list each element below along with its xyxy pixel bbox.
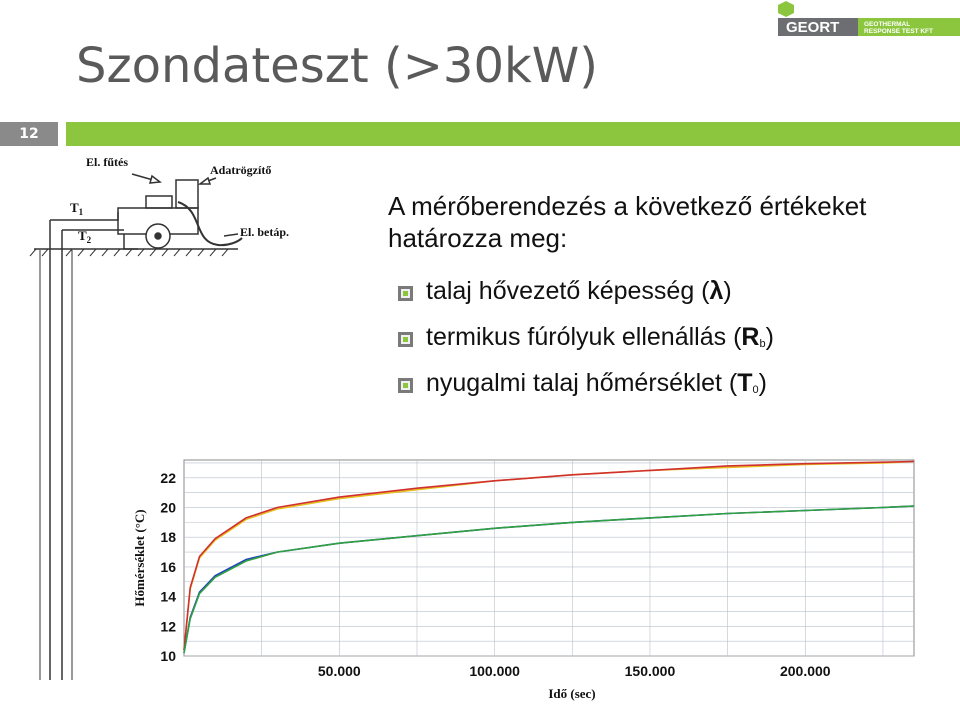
y-tick-label: 22 <box>160 470 176 486</box>
bullet-marker-icon <box>398 378 413 393</box>
bullet-close: ) <box>758 369 767 397</box>
bullet-symbol: R <box>741 323 760 351</box>
x-tick-label: 50.000 <box>318 663 361 679</box>
logo-brand: GEORT <box>786 19 839 36</box>
bullet-close: ) <box>723 277 732 305</box>
bullet-item: nyugalmi talaj hőmérséklet (T0) <box>396 366 936 412</box>
chart-grid <box>184 460 914 657</box>
intro-text: A mérőberendezés a következő értékeket h… <box>388 191 867 253</box>
page-number: 12 <box>0 122 58 146</box>
t2-label: T2 <box>78 228 92 245</box>
bullet-text: nyugalmi talaj hőmérséklet ( <box>426 369 738 397</box>
y-tick-label: 10 <box>160 648 176 664</box>
bullet-item: talaj hővezető képesség (λ) <box>396 274 936 320</box>
x-axis-label: Idő (sec) <box>548 686 595 701</box>
bullet-subscript: b <box>759 338 766 350</box>
bullet-marker-icon <box>398 286 413 301</box>
chart-series <box>183 460 915 654</box>
series-line-4 <box>183 505 915 654</box>
bullet-item: termikus fúrólyuk ellenállás (Rb) <box>396 320 936 366</box>
x-tick-label: 200.000 <box>780 663 831 679</box>
logo-hexagon-icon <box>778 1 794 17</box>
y-tick-label: 20 <box>160 500 176 516</box>
y-tick-labels: 10 12 14 16 18 20 22 <box>160 470 176 664</box>
bullet-text: talaj hővezető képesség ( <box>426 277 710 305</box>
x-tick-labels: 50.000 100.000 150.000 200.000 <box>318 663 831 679</box>
heating-label: El. fűtés <box>86 155 128 169</box>
power-label: El. betáp. <box>240 225 289 239</box>
x-tick-label: 150.000 <box>625 663 676 679</box>
y-tick-label: 18 <box>160 529 176 545</box>
logger-label: Adatrögzítő <box>210 163 271 177</box>
bullet-close: ) <box>765 323 774 351</box>
y-tick-label: 12 <box>160 618 176 634</box>
ground-hatch <box>29 248 229 257</box>
x-tick-label: 100.000 <box>469 663 520 679</box>
y-axis-label: Hőmérséklet (°C) <box>132 509 147 606</box>
slide-title: Szondateszt (>30kW) <box>76 38 598 94</box>
bullet-symbol: T <box>737 369 753 397</box>
bullet-symbol: λ <box>709 277 724 305</box>
series-line-2 <box>183 460 915 651</box>
logo-tagline-2: RESPONSE TEST KFT <box>864 28 933 35</box>
t1-label: T1 <box>70 200 84 217</box>
y-tick-label: 14 <box>160 589 176 605</box>
series-line-1 <box>183 460 915 651</box>
logo-tagline-1: GEOTHERMAL <box>864 21 910 28</box>
power-cable <box>177 201 243 247</box>
y-tick-label: 16 <box>160 559 176 575</box>
borehole-diagram: El. fűtés Adatrögzítő El. betáp. T1 T2 <box>29 155 289 680</box>
bullet-subscript: 0 <box>752 384 759 396</box>
bullet-text: termikus fúrólyuk ellenállás ( <box>426 323 742 351</box>
geort-logo: GEORT GEOTHERMAL RESPONSE TEST KFT <box>776 0 960 38</box>
bullet-list: talaj hővezető képesség (λ) termikus fúr… <box>396 274 936 412</box>
temperature-chart: 10 12 14 16 18 20 22 50.000 100.000 150.000 200.0… <box>132 459 915 701</box>
accent-bar <box>66 122 960 146</box>
bullet-marker-icon <box>398 332 413 347</box>
